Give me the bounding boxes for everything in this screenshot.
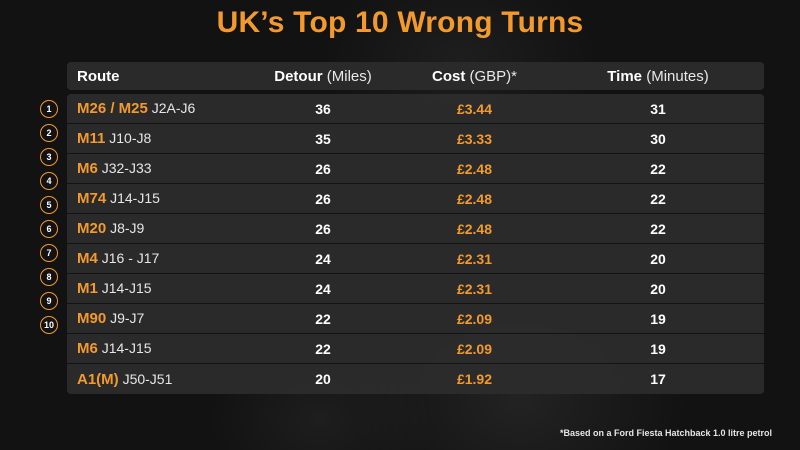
time-cell: 22: [650, 160, 666, 177]
header-detour: Detour (Miles): [249, 68, 397, 85]
header-detour-label: Detour: [274, 67, 323, 85]
junctions: J32-J33: [101, 160, 152, 176]
table-row: M20 J8-J9 26 £2.48 22: [67, 214, 764, 244]
time-cell: 20: [650, 250, 666, 267]
route-cell: A1(M) J50-J51: [67, 371, 249, 388]
time-cell: 31: [650, 100, 666, 117]
header-cost-unit: (GBP)*: [469, 67, 518, 85]
time-cell: 22: [650, 190, 666, 207]
cost-cell: £2.48: [456, 220, 493, 237]
time-cell: 17: [650, 371, 666, 387]
rank-badge: 7: [40, 244, 58, 262]
junctions: J9-J7: [110, 310, 145, 326]
junctions: J14-J15: [110, 190, 160, 206]
table-row: M6 J14-J15 22 £2.09 19: [67, 334, 764, 364]
junctions: J50-J51: [122, 370, 173, 387]
road-name: M90: [77, 310, 107, 327]
detour-cell: 36: [315, 100, 331, 117]
rank-badge: 6: [40, 220, 58, 238]
chart-title: UK’s Top 10 Wrong Turns: [216, 6, 584, 39]
junctions: J14-J15: [101, 280, 152, 296]
wrong-turns-table: Route Detour (Miles) Cost (GBP)* Time (M…: [67, 62, 764, 394]
road-name: M20: [77, 220, 107, 237]
junctions: J8-J9: [110, 220, 145, 236]
route-cell: M11 J10-J8: [67, 130, 249, 147]
detour-cell: 24: [315, 280, 331, 297]
rank-badge: 4: [40, 172, 58, 190]
table-row: M6 J32-J33 26 £2.48 22: [67, 154, 764, 184]
road-name: M4: [77, 250, 98, 267]
table-row: M1 J14-J15 24 £2.31 20: [67, 274, 764, 304]
route-cell: M90 J9-J7: [67, 310, 249, 327]
rank-badge: 10: [40, 316, 58, 334]
table-row: M11 J10-J8 35 £3.33 30: [67, 124, 764, 154]
rank-badges: 1 2 3 4 5 6 7 8 9 10: [40, 94, 62, 340]
junctions: J2A-J6: [151, 100, 196, 116]
detour-cell: 26: [315, 220, 331, 237]
road-name: M6: [77, 340, 98, 357]
route-cell: M74 J14-J15: [67, 190, 249, 207]
road-name: M11: [77, 130, 106, 147]
rank-badge: 2: [40, 124, 58, 142]
detour-cell: 22: [315, 310, 331, 327]
cost-cell: £3.33: [456, 130, 493, 147]
junctions: J14-J15: [101, 340, 152, 356]
cost-cell: £2.48: [456, 190, 493, 207]
time-cell: 20: [650, 280, 666, 297]
detour-cell: 35: [315, 130, 331, 147]
route-cell: M4 J16 - J17: [67, 250, 249, 267]
header-route-label: Route: [77, 67, 120, 85]
cost-cell: £3.44: [456, 100, 493, 117]
route-cell: M1 J14-J15: [67, 280, 249, 297]
footnote: *Based on a Ford Fiesta Hatchback 1.0 li…: [559, 428, 772, 438]
road-name: M26 / M25: [77, 100, 148, 117]
cost-cell: £2.09: [456, 310, 493, 327]
time-cell: 19: [650, 310, 666, 327]
header-cost-label: Cost: [431, 67, 466, 85]
rank-badge: 1: [40, 100, 58, 118]
rank-badge: 5: [40, 196, 58, 214]
table-header: Route Detour (Miles) Cost (GBP)* Time (M…: [67, 62, 764, 90]
cost-cell: £2.31: [456, 280, 493, 297]
table-body: M26 / M25 J2A-J6 36 £3.44 31 M11 J10-J8 35 £3.…: [67, 94, 764, 394]
time-cell: 22: [650, 220, 666, 237]
road-name: M74: [77, 190, 107, 207]
table-row: A1(M) J50-J51 20 £1.92 17: [67, 364, 764, 394]
junctions: J16 - J17: [101, 250, 160, 266]
header-detour-unit: (Miles): [326, 67, 372, 85]
cost-cell: £1.92: [456, 371, 493, 387]
table-row: M90 J9-J7 22 £2.09 19: [67, 304, 764, 334]
cost-cell: £2.31: [456, 250, 493, 267]
header-route: Route: [67, 68, 249, 85]
rank-badge: 3: [40, 148, 58, 166]
detour-cell: 24: [315, 250, 331, 267]
table-row: M4 J16 - J17 24 £2.31 20: [67, 244, 764, 274]
road-name: A1(M): [77, 370, 119, 388]
detour-cell: 26: [315, 160, 331, 177]
road-name: M6: [77, 160, 98, 177]
junctions: J10-J8: [109, 130, 152, 146]
detour-cell: 26: [315, 190, 331, 207]
time-cell: 30: [650, 130, 666, 147]
cost-cell: £2.48: [456, 160, 493, 177]
detour-cell: 22: [315, 340, 331, 357]
table-row: M74 J14-J15 26 £2.48 22: [67, 184, 764, 214]
cost-cell: £2.09: [456, 340, 493, 357]
header-time-unit: (Minutes): [646, 67, 709, 85]
route-cell: M26 / M25 J2A-J6: [67, 100, 249, 117]
detour-cell: 20: [315, 371, 331, 387]
header-time-label: Time: [607, 67, 643, 85]
table-row: M26 / M25 J2A-J6 36 £3.44 31: [67, 94, 764, 124]
rank-badge: 8: [40, 268, 58, 286]
rank-badge: 9: [40, 292, 58, 310]
header-time: Time (Minutes): [552, 68, 764, 85]
route-cell: M6 J32-J33: [67, 160, 249, 177]
route-cell: M20 J8-J9: [67, 220, 249, 237]
time-cell: 19: [650, 340, 666, 357]
route-cell: M6 J14-J15: [67, 340, 249, 357]
road-name: M1: [77, 280, 98, 297]
header-cost: Cost (GBP)*: [397, 68, 552, 85]
